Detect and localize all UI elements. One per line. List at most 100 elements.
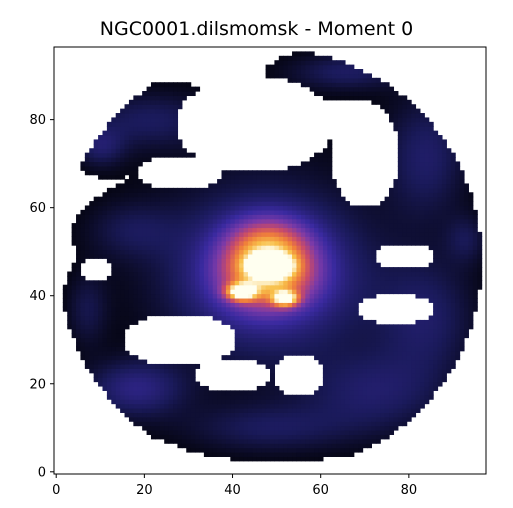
- heatmap-cell: [111, 315, 117, 321]
- heatmap-cell: [274, 451, 280, 457]
- heatmap-cell: [115, 302, 121, 308]
- heatmap-cell: [225, 249, 231, 255]
- heatmap-cell: [243, 231, 249, 237]
- heatmap-cell: [380, 267, 386, 273]
- heatmap-cell: [362, 227, 368, 233]
- heatmap-cell: [406, 355, 412, 361]
- heatmap-cell: [428, 262, 434, 268]
- heatmap-cell: [305, 328, 311, 334]
- heatmap-cell: [256, 346, 262, 352]
- heatmap-cell: [340, 443, 346, 449]
- heatmap-cell: [181, 253, 187, 259]
- heatmap-cell: [199, 258, 205, 264]
- heatmap-cell: [384, 218, 390, 224]
- heatmap-cell: [402, 157, 408, 163]
- heatmap-cell: [336, 394, 342, 400]
- heatmap-cell: [239, 416, 245, 422]
- heatmap-cell: [150, 192, 156, 198]
- heatmap-cell: [186, 205, 192, 211]
- heatmap-cell: [472, 289, 478, 295]
- heatmap-cell: [212, 429, 218, 435]
- heatmap-cell: [150, 108, 156, 114]
- heatmap-cell: [287, 412, 293, 418]
- heatmap-cell: [446, 253, 452, 259]
- heatmap-cell: [309, 196, 315, 202]
- heatmap-cell: [441, 359, 447, 365]
- heatmap-cell: [234, 429, 240, 435]
- heatmap-cell: [287, 192, 293, 198]
- heatmap-cell: [261, 183, 267, 189]
- heatmap-cell: [93, 253, 99, 259]
- heatmap-cell: [76, 346, 82, 352]
- heatmap-cell: [212, 302, 218, 308]
- heatmap-cell: [380, 236, 386, 242]
- heatmap-cell: [137, 117, 143, 123]
- heatmap-cell: [314, 355, 320, 361]
- heatmap-cell: [340, 284, 346, 290]
- heatmap-cell: [455, 165, 461, 171]
- heatmap-cell: [168, 253, 174, 259]
- heatmap-cell: [463, 280, 469, 286]
- heatmap-cell: [195, 429, 201, 435]
- heatmap-cell: [124, 306, 130, 312]
- heatmap-cell: [159, 416, 165, 422]
- heatmap-cell: [353, 280, 359, 286]
- heatmap-cell: [411, 341, 417, 347]
- heatmap-cell: [366, 399, 372, 405]
- heatmap-cell: [133, 117, 139, 123]
- heatmap-cell: [362, 262, 368, 268]
- heatmap-cell: [314, 179, 320, 185]
- heatmap-cell: [305, 196, 311, 202]
- heatmap-cell: [120, 311, 126, 317]
- heatmap-cell: [177, 271, 183, 277]
- heatmap-cell: [380, 223, 386, 229]
- heatmap-cell: [428, 315, 434, 321]
- heatmap-cell: [411, 187, 417, 193]
- heatmap-cell: [402, 346, 408, 352]
- heatmap-cell: [389, 407, 395, 413]
- heatmap-cell: [270, 372, 276, 378]
- heatmap-cell: [199, 223, 205, 229]
- heatmap-cell: [336, 363, 342, 369]
- heatmap-cell: [446, 324, 452, 330]
- heatmap-cell: [318, 174, 324, 180]
- heatmap-cell: [441, 355, 447, 361]
- heatmap-cell: [173, 209, 179, 215]
- heatmap-cell: [327, 311, 333, 317]
- heatmap-cell: [278, 196, 284, 202]
- heatmap-cell: [344, 284, 350, 290]
- heatmap-cell: [106, 341, 112, 347]
- heatmap-cell: [111, 135, 117, 141]
- heatmap-cell: [234, 196, 240, 202]
- heatmap-cell: [265, 355, 271, 361]
- heatmap-cell: [270, 240, 276, 246]
- heatmap-cell: [150, 113, 156, 119]
- heatmap-cell: [111, 117, 117, 123]
- heatmap-cell: [155, 267, 161, 273]
- heatmap-cell: [186, 214, 192, 220]
- heatmap-cell: [159, 368, 165, 374]
- heatmap-cell: [389, 289, 395, 295]
- heatmap-cell: [366, 293, 372, 299]
- heatmap-cell: [243, 196, 249, 202]
- heatmap-cell: [234, 451, 240, 457]
- heatmap-cell: [186, 245, 192, 251]
- heatmap-cell: [305, 311, 311, 317]
- heatmap-cell: [402, 161, 408, 167]
- heatmap-cell: [283, 306, 289, 312]
- heatmap-cell: [93, 139, 99, 145]
- heatmap-cell: [468, 311, 474, 317]
- heatmap-cell: [256, 403, 262, 409]
- heatmap-cell: [419, 113, 425, 119]
- heatmap-cell: [217, 407, 223, 413]
- heatmap-cell: [168, 293, 174, 299]
- heatmap-cell: [366, 337, 372, 343]
- heatmap-cell: [283, 236, 289, 242]
- heatmap-cell: [142, 368, 148, 374]
- heatmap-cell: [164, 407, 170, 413]
- heatmap-cell: [344, 218, 350, 224]
- heatmap-cell: [305, 223, 311, 229]
- heatmap-cell: [327, 328, 333, 334]
- heatmap-cell: [133, 223, 139, 229]
- heatmap-cell: [441, 306, 447, 312]
